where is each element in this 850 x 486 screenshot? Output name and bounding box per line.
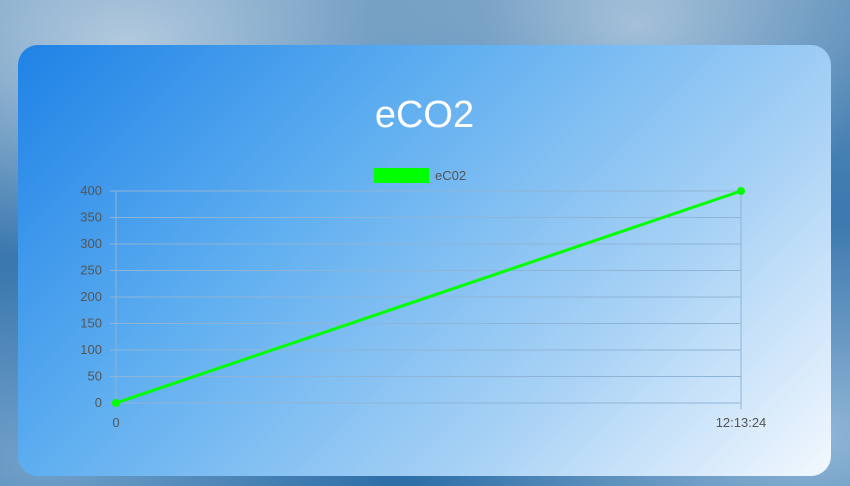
legend-swatch — [374, 167, 429, 183]
series-line — [115, 189, 742, 405]
legend-label: eC02 — [435, 167, 467, 183]
y-tick-label: 200 — [80, 289, 102, 304]
x-tick-label: 12:13:24 — [716, 415, 767, 430]
y-tick-label: 100 — [80, 342, 102, 357]
y-tick-label: 150 — [80, 316, 102, 331]
line-chart: 0 50 100 150 200 250 300 350 400 0 12:13:24 — [80, 183, 767, 430]
chart-title: eCO2 — [374, 94, 475, 136]
data-point — [112, 399, 120, 407]
y-tick-label: 0 — [95, 395, 102, 410]
chart-card: eCO2 eC02 0 50 100 150 200 250 300 350 400 0 12:13… — [18, 45, 831, 476]
y-tick-label: 250 — [80, 263, 102, 278]
y-tick-label: 400 — [80, 183, 102, 198]
data-point — [737, 187, 745, 195]
y-tick-label: 300 — [80, 236, 102, 251]
y-tick-label: 350 — [80, 210, 102, 225]
y-tick-label: 50 — [88, 369, 102, 384]
chart-legend[interactable]: eC02 — [374, 167, 466, 183]
x-tick-label: 0 — [112, 415, 119, 430]
